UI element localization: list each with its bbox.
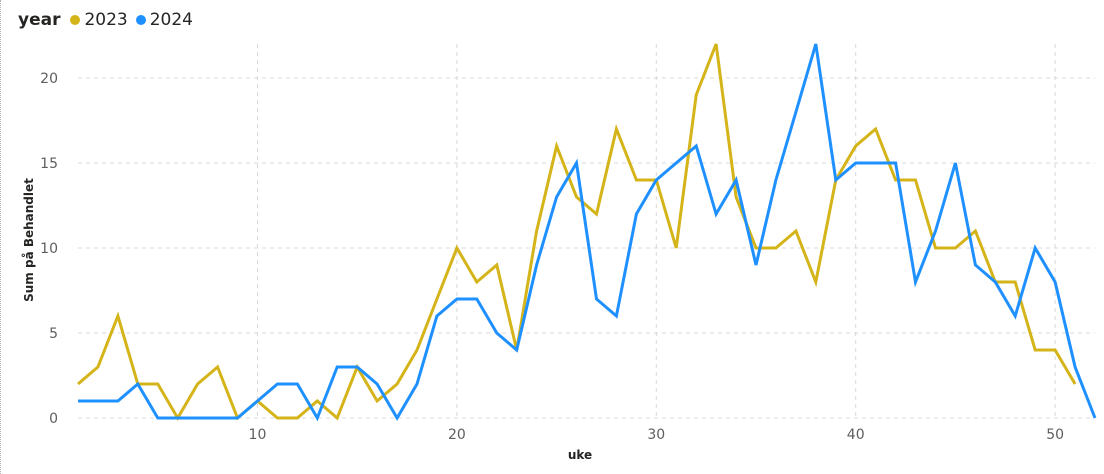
x-tick-label: 40 (847, 427, 865, 443)
x-axis-title: uke (568, 448, 592, 462)
y-tick-label: 10 (40, 241, 58, 257)
x-tick-label: 50 (1046, 427, 1064, 443)
x-tick-label: 20 (448, 427, 466, 443)
legend-item-2024[interactable]: 2024 (135, 10, 193, 30)
legend-title: year (18, 10, 61, 30)
visual-border (0, 0, 3, 474)
axis-ticks: 0 5 10 15 20 10 20 30 40 50 (40, 71, 1064, 443)
legend: year 2023 2024 (18, 8, 195, 32)
series-line-2024[interactable] (78, 43, 1097, 422)
series-lines[interactable] (77, 43, 1097, 422)
y-axis-title: Sum på Behandlet (22, 178, 36, 302)
x-tick-label: 10 (249, 427, 267, 443)
legend-marker-2024 (135, 15, 146, 25)
series-line-2023[interactable] (77, 43, 1077, 421)
legend-marker-2023 (70, 15, 81, 25)
y-tick-label: 20 (40, 71, 58, 87)
x-tick-label: 30 (647, 427, 665, 443)
gridlines (78, 44, 1095, 419)
legend-label-2023: 2023 (84, 10, 128, 30)
y-tick-label: 0 (49, 411, 58, 427)
legend-label-2024: 2024 (149, 10, 193, 30)
y-tick-label: 15 (40, 156, 58, 172)
y-tick-label: 5 (49, 326, 58, 342)
legend-item-2023[interactable]: 2023 (70, 10, 128, 30)
